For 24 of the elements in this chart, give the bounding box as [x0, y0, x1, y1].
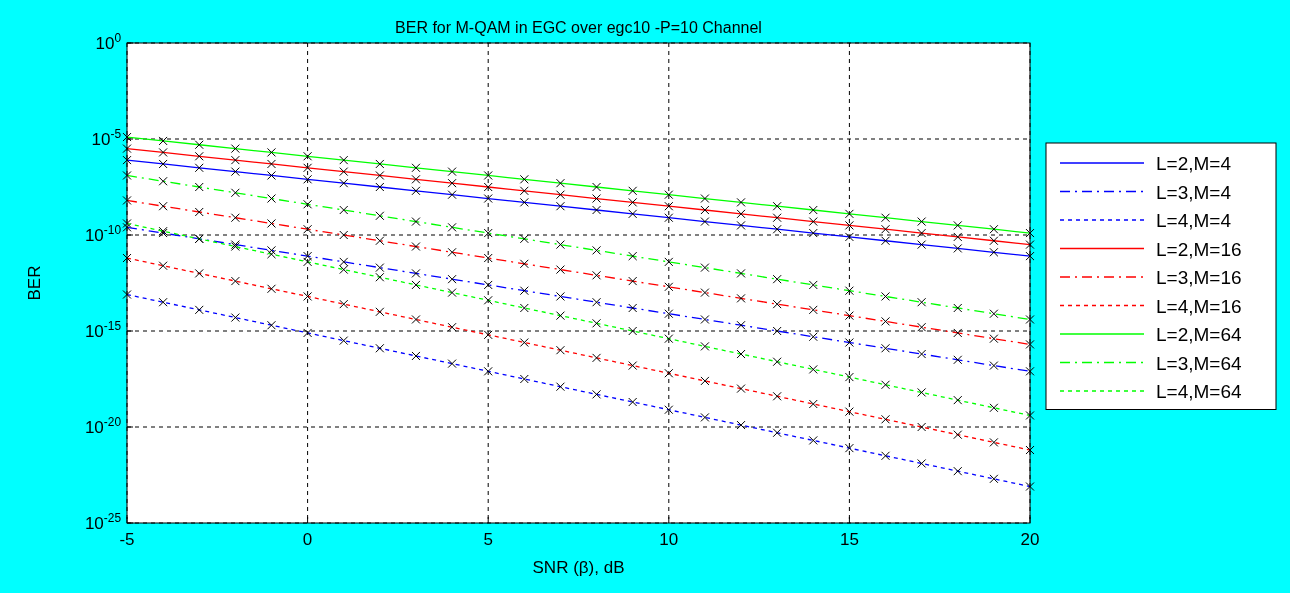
x-axis-title: SNR (β), dB: [532, 558, 625, 577]
legend-label: L=2,M=16: [1156, 238, 1242, 260]
x-tick-label: 5: [483, 530, 493, 549]
y-tick-label: 10$^{-5}$: [91, 127, 122, 149]
y-tick-label: 10$^{-25}$: [84, 511, 122, 533]
legend-label: L=2,M=64: [1156, 324, 1242, 345]
y-tick-label: 10$^{0}$: [95, 31, 122, 53]
legend-label: L=4,M=64: [1156, 381, 1242, 402]
legend-label: L=4,M=4: [1156, 210, 1232, 231]
x-tick-label: 10: [659, 530, 679, 549]
legend-label: L=3,M=16: [1156, 267, 1242, 288]
legend-label: L=3,M=4: [1156, 181, 1232, 203]
y-axis-title: BER: [25, 265, 44, 301]
x-tick-label: 0: [302, 530, 313, 549]
legend-label: L=2,M=4: [1156, 153, 1232, 174]
x-tick-label: -5: [119, 530, 135, 549]
chart-title: BER for M-QAM in EGC over egc10 -P=10 Channel: [395, 19, 762, 36]
y-tick-label: 10$^{-15}$: [84, 319, 122, 341]
legend-label: L=4,M=16: [1156, 295, 1242, 317]
x-tick-label: 15: [839, 530, 859, 549]
x-tick-label: 20: [1020, 530, 1040, 549]
y-tick-label: 10$^{-20}$: [84, 415, 122, 437]
legend-label: L=3,M=64: [1156, 352, 1242, 374]
y-tick-label: 10$^{-10}$: [84, 223, 122, 245]
